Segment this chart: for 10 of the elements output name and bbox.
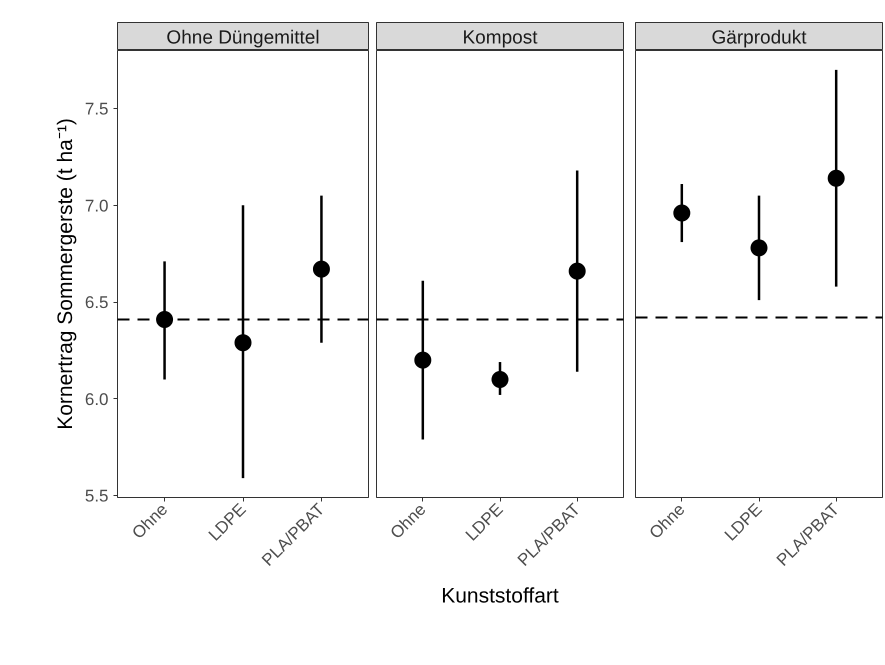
y-tick-label: 7.0 bbox=[84, 196, 109, 216]
y-tick-label: 7.5 bbox=[84, 100, 109, 119]
chart-title: Kompost bbox=[462, 27, 538, 48]
chart-title: Ohne Düngemittel bbox=[166, 27, 320, 48]
y-axis-title: Kornertrag Sommergerste (t ha⁻¹) bbox=[54, 118, 77, 430]
y-tick-label: 5.5 bbox=[84, 486, 109, 506]
y-tick-label: 6.0 bbox=[84, 390, 109, 409]
chart-title: Gärprodukt bbox=[711, 27, 808, 48]
x-axis-title: Kunststoffart bbox=[441, 584, 559, 608]
y-tick-label: 6.5 bbox=[84, 293, 109, 312]
